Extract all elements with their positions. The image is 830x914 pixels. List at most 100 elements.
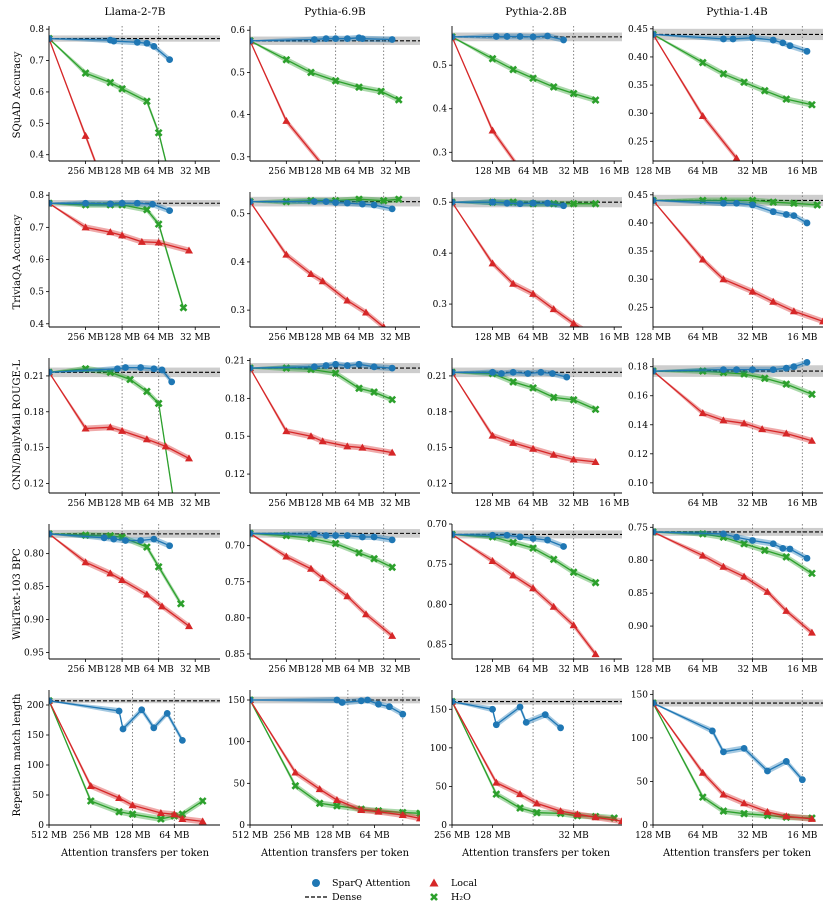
x-tick-label: 16 MB bbox=[787, 499, 818, 509]
y-tick-label: 0.75 bbox=[427, 560, 447, 570]
sparq-series-point bbox=[49, 697, 53, 705]
column-title-0: Llama-2-7B bbox=[105, 6, 166, 18]
local-series-point bbox=[106, 228, 115, 236]
local-series-point bbox=[185, 454, 194, 462]
x-tick-label: 32 MB bbox=[180, 333, 211, 343]
local-series-point bbox=[161, 442, 170, 450]
h2o-series-point bbox=[529, 383, 538, 392]
x-tick-label: 16 MB bbox=[787, 333, 818, 343]
y-tick-label: 0.4 bbox=[231, 111, 246, 121]
x-tick-label: 64 MB bbox=[159, 831, 190, 841]
column-title-1: Pythia-6.9B bbox=[304, 6, 366, 18]
x-tick-label: 16 MB bbox=[599, 167, 630, 177]
local-series-line bbox=[49, 38, 96, 161]
plot-area bbox=[653, 26, 823, 161]
y-tick-label: 0.3 bbox=[433, 300, 448, 310]
sparq-series-point bbox=[503, 531, 511, 539]
y-tick-label: 0.45 bbox=[628, 25, 648, 35]
x-tick-label: 16 MB bbox=[787, 665, 818, 675]
sparq-series-point bbox=[250, 364, 254, 372]
sparq-series-point bbox=[489, 531, 496, 539]
sparq-series-point bbox=[653, 699, 657, 707]
plot-area bbox=[452, 358, 622, 493]
local-series-point bbox=[318, 437, 327, 445]
sparq-series-point bbox=[49, 35, 53, 42]
sparq-series-point bbox=[49, 368, 53, 376]
x-tick-label: 256 MB bbox=[268, 499, 304, 509]
sparq-series-point bbox=[333, 696, 341, 704]
local-series-band bbox=[49, 533, 189, 629]
y-tick-label: 0.35 bbox=[628, 247, 648, 257]
h2o-series-point bbox=[115, 807, 124, 816]
y-tick-label: 0.4 bbox=[433, 249, 448, 259]
h2o-series-point bbox=[591, 199, 600, 208]
y-tick-label: 100 bbox=[228, 738, 245, 748]
y-tick-label: 0.90 bbox=[24, 615, 44, 625]
sparq-series-point bbox=[563, 373, 571, 381]
h2o-series-line bbox=[49, 38, 167, 161]
local-series-band bbox=[49, 202, 189, 254]
local-series-point bbox=[591, 813, 600, 821]
h2o-series-point bbox=[569, 395, 578, 404]
y-tick-label: 0.12 bbox=[628, 450, 648, 460]
h2o-series-point bbox=[142, 97, 151, 106]
h2o-series-point bbox=[154, 220, 163, 229]
y-tick-label: 0.75 bbox=[628, 523, 648, 533]
x-tick-label: 32 MB bbox=[737, 333, 768, 343]
y-tick-label: 0 bbox=[38, 821, 44, 831]
sparq-series-point bbox=[452, 531, 456, 538]
x-tick-label: 128 MB bbox=[104, 665, 140, 675]
h2o-series-point bbox=[569, 568, 578, 577]
y-tick-label: 0.70 bbox=[427, 520, 447, 530]
local-series-point bbox=[698, 768, 707, 776]
local-series-point bbox=[306, 564, 315, 572]
x-tick-label: 32 MB bbox=[380, 167, 411, 177]
sparq-series-point bbox=[516, 200, 524, 208]
local-series-point bbox=[306, 432, 315, 440]
plot-area bbox=[452, 192, 622, 327]
legend-h2o-marker bbox=[430, 893, 438, 901]
y-tick-label: 0.4 bbox=[433, 105, 448, 115]
local-series-point bbox=[532, 799, 541, 807]
h2o-series-point bbox=[740, 78, 749, 87]
panel-r0-c1: 0.3 0.4 0.5 0.6 256 MB 128 MB 64 MB 32 MB bbox=[231, 26, 420, 177]
x-tick-label: 128 MB bbox=[635, 333, 671, 343]
local-series-point bbox=[343, 592, 352, 600]
sparq-series-point bbox=[118, 199, 126, 207]
x-tick-label: 256 MB bbox=[68, 167, 104, 177]
y-tick-label: 0.85 bbox=[24, 583, 44, 593]
sparq-series-point bbox=[529, 535, 537, 542]
y-tick-label: 150 bbox=[27, 731, 44, 741]
local-series-band bbox=[49, 700, 203, 825]
x-tick-label: 16 MB bbox=[599, 333, 630, 343]
h2o-series-point bbox=[740, 809, 749, 818]
sparq-series-point bbox=[343, 362, 351, 369]
x-tick-label: 128 MB bbox=[305, 167, 341, 177]
plot-area bbox=[250, 690, 420, 825]
x-tick-label: 128 MB bbox=[475, 499, 511, 509]
local-series-point bbox=[282, 116, 291, 124]
sparq-series-band bbox=[250, 697, 403, 718]
local-series-point bbox=[137, 237, 146, 245]
h2o-series-point bbox=[760, 86, 769, 95]
sparq-series-point bbox=[749, 201, 756, 209]
sparq-series-point bbox=[779, 544, 787, 552]
column-title-3: Pythia-1.4B bbox=[706, 6, 768, 18]
local-series-point bbox=[763, 587, 772, 595]
local-series-point bbox=[343, 296, 352, 304]
plot-area bbox=[452, 26, 622, 161]
local-series-point bbox=[807, 628, 816, 636]
local-series-point bbox=[618, 817, 622, 825]
panel-r2-c2: 0.12 0.15 0.18 0.21 128 MB 64 MB 32 MB 16 MB bbox=[427, 358, 630, 509]
x-tick-label: 256 MB bbox=[434, 831, 470, 841]
sparq-series-point bbox=[803, 219, 811, 227]
local-series-point bbox=[315, 785, 324, 793]
legend-sparq-marker bbox=[312, 879, 320, 887]
sparq-series-point bbox=[503, 33, 511, 40]
local-series-point bbox=[569, 455, 578, 463]
y-tick-label: 0.85 bbox=[427, 641, 447, 651]
sparq-series-point bbox=[364, 696, 371, 704]
x-tick-label: 128 MB bbox=[305, 333, 341, 343]
sparq-series-point bbox=[322, 362, 330, 369]
y-tick-label: 0.15 bbox=[427, 444, 447, 454]
